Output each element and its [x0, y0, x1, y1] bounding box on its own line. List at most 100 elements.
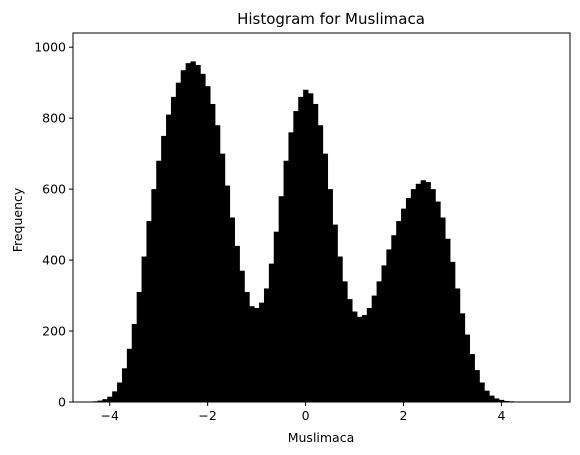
histogram-bar	[357, 316, 363, 402]
histogram-bar	[317, 125, 324, 402]
histogram-bar	[293, 111, 299, 402]
histogram-bar	[117, 382, 123, 402]
x-tick-label: 2	[400, 408, 408, 423]
x-tick-label: −4	[101, 408, 119, 423]
histogram-bar	[151, 189, 157, 402]
histogram-bar	[136, 292, 142, 402]
histogram-bar	[278, 196, 284, 402]
histogram-bar	[371, 295, 377, 402]
histogram-bar	[499, 399, 505, 402]
histogram-bar	[263, 288, 270, 402]
histogram-bar	[224, 185, 231, 402]
histogram-bar	[239, 270, 245, 402]
histogram-bar	[381, 265, 387, 402]
histogram-bar	[244, 292, 250, 402]
histogram-bar	[420, 180, 426, 402]
histogram-bar	[415, 183, 422, 402]
histogram-bar	[288, 132, 294, 402]
histogram-bar	[219, 153, 226, 402]
histogram-bar	[327, 189, 333, 402]
histogram-bar	[195, 64, 201, 403]
histogram-bar	[200, 73, 206, 403]
histogram-bar	[107, 396, 113, 402]
histogram-bar	[366, 307, 373, 402]
histogram-bar	[479, 382, 485, 402]
x-tick-label: 4	[497, 408, 505, 423]
histogram-bar	[405, 197, 412, 402]
histogram-bar	[322, 153, 329, 402]
histogram-bar	[126, 348, 133, 402]
histogram-bar	[268, 263, 275, 403]
histogram-bar	[347, 299, 353, 402]
histogram-bar	[410, 189, 417, 402]
histogram-bar	[474, 370, 480, 402]
histogram-bar	[210, 103, 216, 403]
histogram-bar	[156, 160, 162, 402]
histogram-bar	[430, 189, 436, 402]
histogram-bar	[102, 399, 108, 402]
histogram-bar	[283, 160, 289, 402]
histogram-bar	[175, 82, 182, 403]
histogram-bar	[308, 93, 314, 402]
histogram-bar	[234, 245, 240, 402]
histogram-bar	[391, 235, 397, 402]
histogram-bar	[425, 182, 431, 402]
histogram-bar	[396, 221, 402, 402]
histogram-bar	[146, 221, 152, 402]
histogram-bar	[141, 256, 147, 402]
x-tick-label: −2	[198, 408, 216, 423]
histogram-bar	[229, 217, 235, 402]
histogram-bar	[121, 368, 128, 402]
histogram-bar	[450, 261, 456, 402]
histogram-bar	[185, 63, 191, 402]
histogram-bar	[459, 313, 466, 402]
histogram-bar	[312, 103, 319, 403]
histogram-bar	[205, 86, 211, 402]
x-tick-label: 0	[302, 408, 310, 423]
histogram-bar	[440, 217, 446, 402]
histogram-bars	[87, 61, 524, 403]
histogram-bar	[376, 281, 382, 402]
histogram-bar	[445, 238, 451, 402]
histogram-bar	[180, 70, 187, 402]
y-tick-label: 800	[42, 111, 66, 126]
histogram-bar	[503, 400, 510, 402]
histogram-bar	[469, 354, 475, 402]
histogram-bar	[303, 89, 309, 403]
chart-title: Histogram for Muslimaca	[237, 10, 425, 28]
y-axis-label: Frequency	[10, 187, 25, 252]
histogram-bar	[454, 288, 461, 402]
histogram-bar	[494, 398, 500, 402]
histogram-bar	[249, 306, 255, 402]
y-tick-label: 600	[42, 182, 66, 197]
histogram-bar	[215, 125, 221, 402]
histogram-bar	[332, 224, 338, 402]
y-tick-label: 400	[42, 253, 66, 268]
histogram-bar	[161, 135, 167, 402]
y-tick-label: 0	[58, 395, 66, 410]
x-axis-label: Muslimaca	[288, 430, 355, 445]
axes: −4 −2 0 2 4 0 200 400 600 800 1000	[34, 32, 571, 423]
histogram-bar	[131, 323, 138, 402]
y-tick-label: 200	[42, 324, 66, 339]
histogram-bar	[112, 391, 118, 402]
histogram-bar	[298, 96, 304, 403]
histogram-bar	[386, 249, 392, 402]
histogram-bar	[273, 231, 280, 402]
histogram-bar	[484, 390, 490, 402]
histogram-bar	[361, 315, 368, 402]
histogram-bar	[259, 302, 265, 402]
plot-frame	[72, 32, 571, 403]
histogram-bar	[352, 311, 358, 402]
y-tick-label: 1000	[34, 40, 66, 55]
histogram-bar	[489, 395, 495, 402]
histogram-bar	[254, 307, 260, 402]
histogram-bar	[464, 334, 471, 402]
histogram-bar	[401, 208, 407, 402]
histogram-bar	[435, 201, 441, 402]
histogram-bar	[337, 256, 343, 402]
histogram-bar	[166, 114, 172, 403]
histogram-bar	[170, 96, 177, 403]
histogram-bar	[342, 281, 348, 402]
